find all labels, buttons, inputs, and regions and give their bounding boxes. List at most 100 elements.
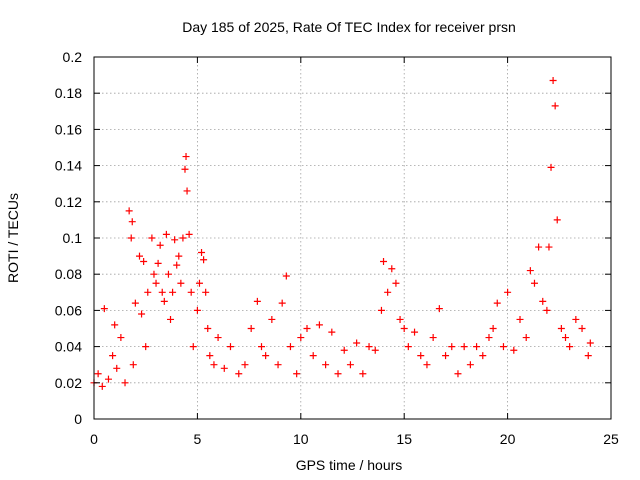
data-point	[220, 364, 228, 372]
data-point	[485, 334, 493, 342]
data-point	[206, 352, 214, 360]
data-point	[423, 361, 431, 369]
data-point	[526, 267, 534, 275]
data-point	[557, 325, 565, 332]
data-point	[404, 343, 412, 351]
data-point	[142, 343, 150, 351]
data-point	[380, 258, 388, 266]
data-point	[572, 315, 580, 323]
y-axis-label: ROTI / TECUs	[5, 193, 21, 283]
data-point	[109, 352, 117, 360]
data-point	[499, 343, 507, 351]
data-point	[181, 165, 189, 173]
data-point	[479, 352, 487, 360]
data-point	[334, 370, 342, 378]
data-point	[258, 343, 266, 351]
y-tick-label: 0.2	[63, 49, 83, 65]
data-point	[516, 315, 524, 323]
data-point	[104, 375, 112, 383]
data-point	[315, 321, 323, 329]
y-tick-label: 0.02	[55, 375, 82, 391]
data-point	[171, 236, 179, 244]
data-point	[128, 218, 136, 226]
y-tick-label: 0.18	[55, 85, 82, 101]
data-point	[417, 352, 425, 360]
data-point	[200, 256, 208, 264]
data-point	[94, 370, 102, 378]
y-axis-tick-labels: 0 0.02 0.04 0.06 0.08 0.1 0.12 0.14 0.16 0.18 0.2	[55, 49, 82, 427]
data-point	[135, 252, 143, 260]
data-point	[411, 328, 419, 336]
data-point	[235, 370, 243, 378]
x-tick-label: 15	[396, 431, 412, 447]
data-point	[448, 343, 456, 351]
data-point	[173, 261, 181, 269]
data-point	[129, 361, 137, 369]
data-point	[442, 352, 450, 360]
y-tick-label: 0	[74, 411, 82, 427]
data-point	[400, 325, 408, 332]
data-point	[100, 305, 108, 313]
data-point	[543, 306, 551, 314]
data-point	[553, 216, 561, 224]
data-point	[466, 361, 474, 369]
y-tick-label: 0.16	[55, 121, 82, 137]
data-point	[539, 297, 547, 305]
x-tick-label: 25	[603, 431, 619, 447]
data-point	[187, 288, 195, 296]
data-point	[282, 272, 290, 280]
data-point	[111, 321, 119, 329]
x-tick-label: 0	[90, 431, 98, 447]
data-point	[268, 315, 276, 323]
data-point	[156, 241, 164, 249]
data-point	[152, 279, 160, 287]
data-point	[586, 339, 594, 347]
data-point	[346, 361, 354, 369]
data-point	[183, 187, 191, 195]
data-point	[303, 325, 311, 332]
data-point	[169, 288, 177, 296]
y-tick-label: 0.06	[55, 302, 82, 318]
data-point	[278, 299, 286, 307]
data-point	[340, 346, 348, 354]
data-point	[429, 334, 437, 342]
data-point	[154, 259, 162, 267]
data-point	[365, 343, 373, 351]
data-point	[131, 299, 139, 307]
data-point	[160, 297, 168, 305]
data-point	[551, 102, 559, 110]
data-point	[167, 315, 175, 323]
data-point	[545, 243, 553, 251]
data-point	[359, 370, 367, 378]
data-point	[454, 370, 462, 378]
data-point	[98, 382, 106, 390]
data-point	[214, 334, 222, 342]
data-point	[113, 364, 121, 372]
data-point	[566, 343, 574, 351]
data-point	[127, 234, 135, 242]
data-point	[371, 346, 379, 354]
data-point	[392, 279, 400, 287]
data-point	[148, 234, 156, 242]
data-point	[489, 325, 497, 332]
x-tick-label: 10	[293, 431, 309, 447]
x-axis-label: GPS time / hours	[296, 457, 403, 473]
y-tick-label: 0.12	[55, 194, 82, 210]
data-point	[226, 343, 234, 351]
data-point	[547, 163, 555, 171]
data-point	[210, 361, 218, 369]
data-point	[117, 334, 125, 342]
data-point	[384, 288, 392, 296]
data-point	[202, 288, 210, 296]
data-point	[144, 288, 152, 296]
data-point	[535, 243, 543, 251]
chart-title: Day 185 of 2025, Rate Of TEC Index for r…	[182, 19, 516, 35]
data-point	[140, 258, 148, 266]
y-tick-label: 0.1	[63, 230, 83, 246]
data-point	[195, 279, 203, 287]
grid-lines	[94, 57, 611, 419]
data-point	[204, 325, 212, 332]
y-tick-label: 0.08	[55, 266, 82, 282]
data-point	[162, 230, 170, 238]
